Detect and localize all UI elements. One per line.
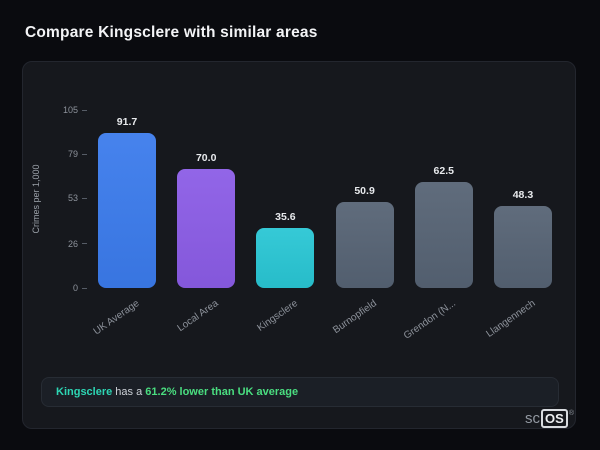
y-tick-label: 26 (67, 238, 78, 249)
bar-category-label: Llangennech (484, 298, 538, 340)
y-tick-mark (82, 287, 87, 289)
logo-text-os: OS (541, 409, 568, 428)
bar-value-label: 48.3 (512, 189, 534, 202)
y-tick-mark (82, 243, 87, 245)
bar-category-label: Grendon (N... (402, 298, 459, 342)
bar-burnopfield[interactable] (335, 201, 394, 288)
bar-category-label: Kingsclere (255, 298, 300, 334)
y-tick: 53 (68, 193, 87, 203)
bar-kingsclere[interactable] (256, 227, 315, 288)
bar-value-label: 35.6 (275, 210, 296, 223)
page-title: Compare Kingsclere with similar areas (25, 24, 318, 41)
chart-card: Crimes per 1,000 0 26 53 79 105 91.7 UK Avera… (22, 61, 576, 429)
y-tick: 26 (68, 239, 87, 249)
bar-category-label: Local Area (175, 298, 221, 335)
bar-column: 91.7 UK Average (91, 110, 163, 338)
bar-grendon-n[interactable] (414, 182, 473, 288)
bar-category-label: UK Average (91, 298, 142, 338)
logo-text-sc: sc (525, 410, 541, 427)
summary-note: Kingsclere has a 61.2% lower than UK ave… (41, 377, 559, 407)
bar-llangennech[interactable] (493, 206, 552, 288)
y-tick-label: 53 (67, 193, 78, 204)
y-tick-mark (82, 197, 87, 199)
bar-category-label: Burnopfield (331, 298, 379, 337)
bar-value-label: 70.0 (195, 152, 217, 165)
y-tick-label: 0 (72, 283, 78, 293)
y-tick: 0 (73, 283, 87, 293)
y-tick-mark (82, 153, 87, 155)
note-text: has a (112, 386, 146, 398)
bar-plot: 91.7 UK Average 70.0 Local Area 35.6 Kingscle… (91, 110, 559, 342)
y-tick-label: 105 (62, 105, 78, 115)
note-highlight-text: 61.2% lower than UK average (145, 386, 299, 398)
bar-uk-average[interactable] (98, 132, 156, 288)
note-area-name: Kingsclere (56, 386, 113, 398)
bar-column: 50.9 Burnopfield (329, 110, 401, 336)
bar-column: 35.6 Kingsclere (249, 110, 321, 334)
scos-logo: sc OS ® (525, 409, 574, 428)
bar-column: 70.0 Local Area (170, 110, 242, 334)
y-tick: 79 (68, 149, 87, 159)
bar-value-label: 91.7 (116, 115, 138, 128)
y-tick: 105 (63, 105, 87, 115)
bar-value-label: 50.9 (354, 184, 375, 197)
y-axis-title: Crimes per 1,000 (31, 164, 41, 234)
registered-mark-icon: ® (568, 410, 574, 417)
y-tick-label: 79 (67, 149, 78, 160)
bar-local-area[interactable] (177, 169, 236, 288)
y-tick-mark (82, 109, 87, 111)
y-axis-ticks: 0 26 53 79 105 (51, 105, 87, 293)
bar-column: 48.3 Llangennech (484, 110, 559, 340)
bar-column: 62.5 Grendon (N... (402, 110, 480, 342)
bar-value-label: 62.5 (433, 165, 454, 177)
